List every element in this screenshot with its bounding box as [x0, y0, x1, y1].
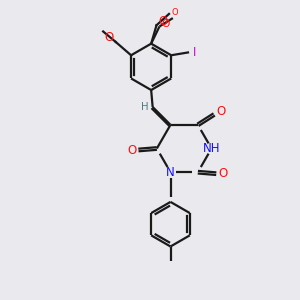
Text: I: I — [193, 46, 196, 59]
Text: O: O — [171, 8, 178, 17]
Text: N: N — [166, 166, 175, 179]
Text: O: O — [216, 105, 225, 118]
Text: O: O — [104, 31, 114, 44]
Text: NH: NH — [203, 142, 220, 155]
Text: O: O — [127, 143, 136, 157]
Text: O: O — [158, 15, 168, 28]
Text: O: O — [161, 19, 170, 29]
Text: O: O — [218, 167, 227, 180]
Text: H: H — [142, 102, 149, 112]
